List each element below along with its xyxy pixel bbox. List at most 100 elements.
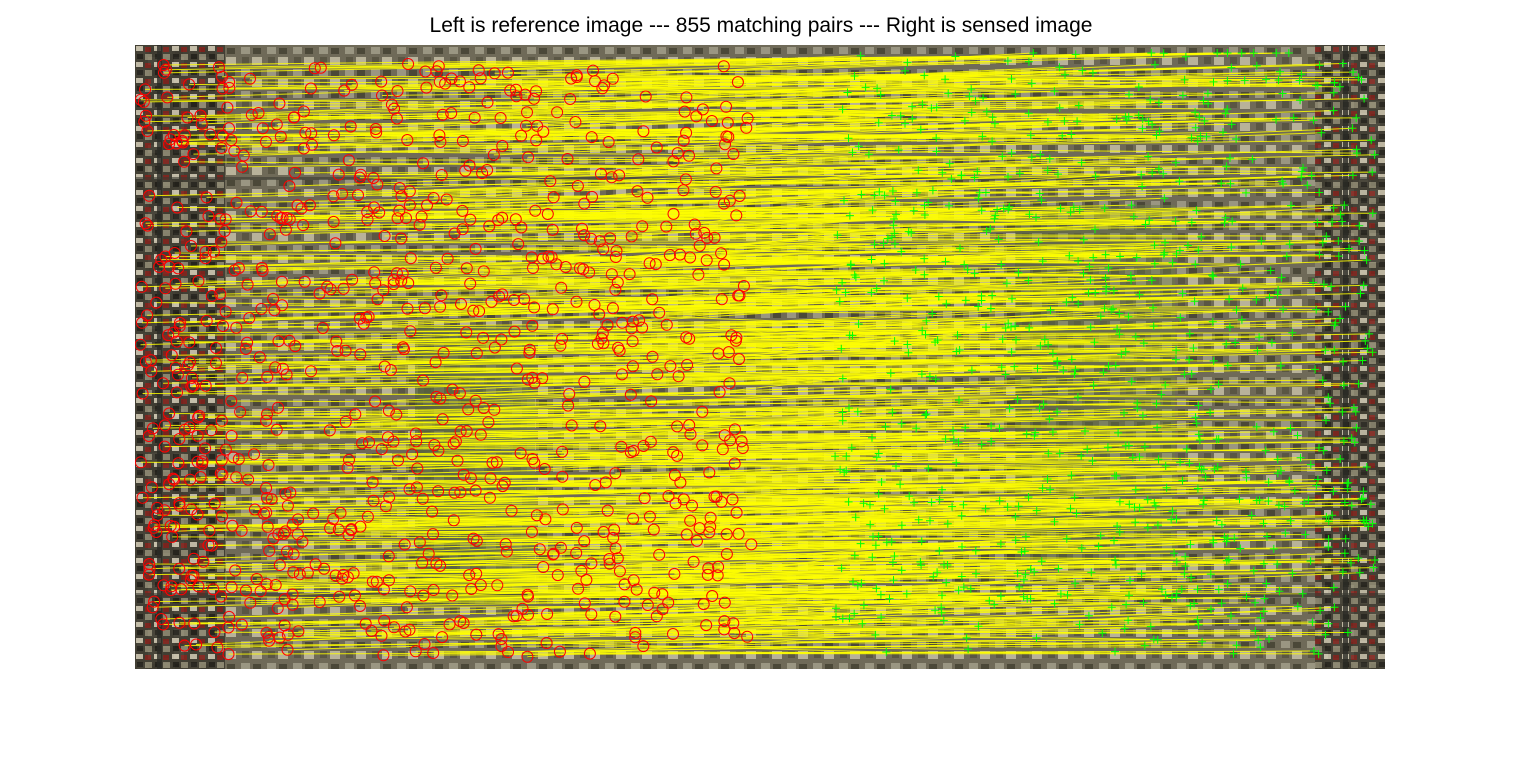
match-line [685, 171, 1373, 180]
reference-keypoint-marker [446, 383, 459, 396]
reference-keypoint-marker [521, 650, 534, 663]
sensed-keypoint-marker [868, 433, 876, 442]
reference-keypoint-marker [261, 370, 274, 383]
reference-keypoint-marker [185, 371, 198, 384]
sensed-keypoint-marker [1255, 496, 1264, 504]
sensed-keypoint-marker [1193, 137, 1202, 146]
reference-keypoint-marker [289, 340, 302, 353]
sensed-keypoint-marker [1256, 643, 1265, 652]
sensed-keypoint-marker [1125, 500, 1134, 509]
reference-keypoint-marker [501, 66, 514, 79]
sensed-keypoint-marker [1024, 276, 1033, 285]
sensed-keypoint-marker [1347, 558, 1355, 567]
sensed-keypoint-marker [1224, 555, 1233, 564]
reference-keypoint-marker [736, 442, 749, 454]
reference-keypoint-marker [554, 339, 567, 352]
sensed-keypoint-marker [1259, 519, 1268, 528]
sensed-keypoint-marker [845, 331, 854, 340]
reference-keypoint-marker [165, 349, 178, 362]
sensed-keypoint-marker [1293, 602, 1302, 611]
reference-keypoint-marker [580, 573, 593, 586]
reference-keypoint-marker [530, 134, 543, 147]
sensed-keypoint-marker [997, 260, 1006, 269]
reference-keypoint-marker [618, 578, 631, 591]
reference-keypoint-marker [223, 122, 235, 135]
match-line [309, 180, 1283, 206]
reference-keypoint-marker [146, 422, 159, 435]
match-line [536, 72, 1093, 92]
match-line [630, 394, 1331, 404]
sensed-keypoint-marker [841, 288, 850, 297]
match-line [167, 67, 1232, 98]
sensed-keypoint-marker [1248, 155, 1257, 164]
sensed-keypoint-marker [1151, 501, 1160, 510]
reference-keypoint-marker [244, 596, 257, 609]
sensed-keypoint-marker [1065, 251, 1074, 260]
sensed-keypoint-marker [1084, 288, 1093, 297]
sensed-keypoint-marker [1109, 286, 1118, 295]
reference-keypoint-marker [460, 425, 473, 438]
sensed-keypoint-marker [1321, 630, 1330, 639]
sensed-keypoint-marker [1223, 49, 1232, 57]
sensed-keypoint-marker [1288, 328, 1297, 337]
reference-keypoint-marker [669, 497, 682, 510]
reference-keypoint-marker [281, 643, 294, 656]
reference-keypoint-marker [345, 78, 358, 91]
right-dense-district [1315, 45, 1385, 669]
sensed-keypoint-marker [844, 134, 853, 143]
sensed-keypoint-marker [1059, 366, 1068, 375]
sensed-keypoint-marker [1078, 66, 1087, 75]
sensed-keypoint-marker [990, 119, 999, 128]
reference-keypoint-marker [514, 447, 527, 460]
reference-keypoint-marker [260, 578, 273, 591]
reference-keypoint-marker [718, 623, 731, 636]
reference-keypoint-marker [208, 626, 221, 639]
reference-keypoint-marker [494, 112, 507, 124]
reference-keypoint-marker [447, 437, 460, 450]
reference-keypoint-marker [379, 500, 392, 513]
reference-keypoint-marker [361, 206, 374, 218]
sensed-keypoint-marker [1369, 563, 1378, 572]
sensed-keypoint-marker [1303, 181, 1312, 190]
match-line [215, 333, 1190, 349]
match-line [496, 461, 1204, 470]
sensed-keypoint-marker [872, 284, 881, 293]
mosaic-axes [135, 45, 1385, 669]
sensed-keypoint-marker [1222, 340, 1231, 348]
reference-keypoint-marker [135, 280, 148, 293]
reference-keypoint-marker [551, 569, 564, 582]
sensed-keypoint-marker [1150, 241, 1159, 250]
reference-keypoint-marker [142, 430, 155, 442]
match-line [747, 117, 879, 124]
reference-keypoint-marker [733, 353, 745, 366]
reference-keypoint-marker [573, 262, 586, 275]
reference-keypoint-marker [368, 266, 381, 279]
sensed-keypoint-marker [1159, 169, 1168, 178]
reference-keypoint-marker [456, 223, 469, 236]
sensed-keypoint-marker [1063, 590, 1072, 599]
match-line [330, 277, 1106, 290]
reference-keypoint-marker [222, 621, 235, 634]
sensed-keypoint-marker [1296, 96, 1305, 105]
sensed-keypoint-marker [894, 146, 903, 154]
sensed-keypoint-marker [1140, 641, 1149, 650]
sensed-keypoint-marker [1005, 404, 1014, 413]
reference-keypoint-marker [338, 84, 351, 97]
reference-keypoint-marker [376, 89, 388, 102]
match-line [351, 84, 1208, 94]
reference-keypoint-marker [305, 138, 318, 151]
sensed-keypoint-marker [1301, 530, 1310, 539]
sensed-keypoint-marker [966, 584, 975, 593]
reference-keypoint-marker [612, 341, 625, 354]
sensed-keypoint-marker [1199, 496, 1208, 505]
sensed-keypoint-marker [1066, 208, 1075, 217]
sensed-keypoint-marker [1172, 346, 1181, 355]
sensed-keypoint-marker [857, 190, 866, 199]
reference-keypoint-marker [636, 220, 649, 233]
sensed-keypoint-marker [986, 224, 995, 233]
reference-keypoint-marker [613, 169, 626, 182]
reference-keypoint-marker [348, 589, 361, 602]
sensed-keypoint-marker [1154, 455, 1163, 464]
sensed-keypoint-marker [1148, 168, 1157, 177]
sensed-keypoint-marker [1003, 503, 1012, 511]
